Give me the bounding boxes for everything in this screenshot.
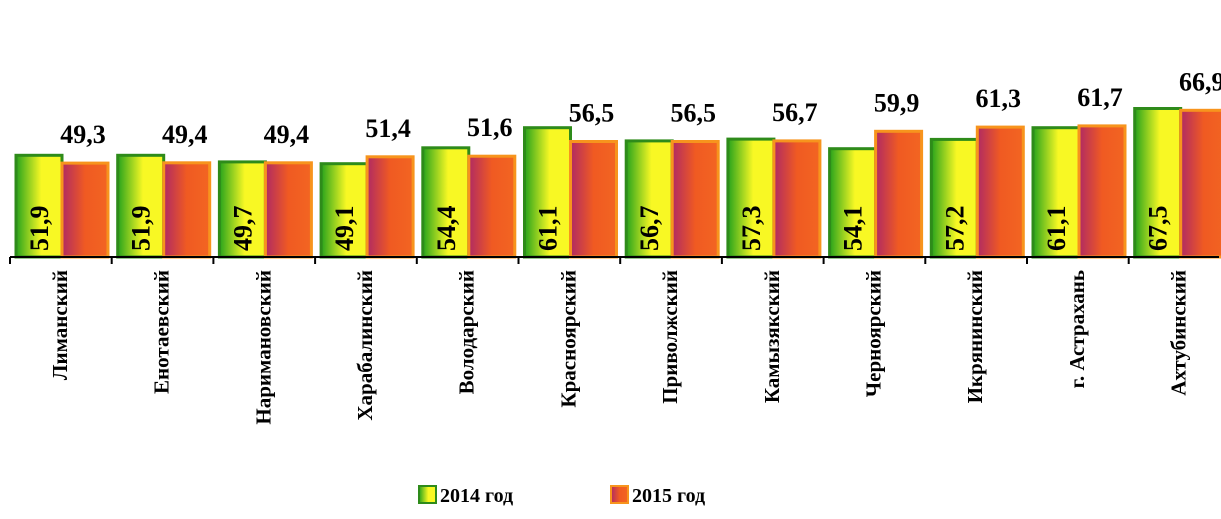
data-label-2014-5: 54,4 (432, 206, 461, 252)
legend-swatch-2015 (610, 485, 629, 504)
bar-2015-3 (263, 161, 313, 259)
data-labels-layer: 51,9 49,3 51,9 49,4 49,7 49,4 49,1 51,4 54,4 51,6… (25, 67, 1221, 251)
bar-2015-4 (365, 155, 415, 259)
category-label-8: Камызякский (760, 270, 784, 403)
data-label-2014-4: 49,1 (330, 206, 359, 252)
category-label-7: Приволжский (658, 270, 682, 404)
data-label-2015-5: 51,6 (467, 113, 513, 142)
category-label-5: Володарский (455, 270, 479, 394)
bar-2015-12 (1179, 108, 1221, 259)
data-label-2015-7: 56,5 (670, 99, 716, 128)
category-label-11: г. Астрахань (1065, 270, 1089, 388)
bar-2015-6 (569, 140, 618, 259)
data-label-2014-9: 54,1 (839, 206, 868, 252)
category-label-6: Красноярский (556, 270, 580, 408)
bar-2015-1 (60, 161, 110, 259)
category-label-3: Наримановский (251, 270, 275, 425)
category-label-2: Енотаевский (150, 270, 174, 394)
data-label-2015-10: 61,3 (976, 84, 1022, 113)
data-label-2014-11: 61,1 (1042, 206, 1071, 252)
legend-label-2014: 2014 год (440, 485, 513, 507)
data-label-2015-2: 49,4 (162, 120, 208, 149)
data-label-2015-9: 59,9 (874, 88, 920, 117)
data-label-2015-11: 61,7 (1077, 83, 1123, 112)
data-label-2015-1: 49,3 (60, 120, 106, 149)
data-label-2014-7: 56,7 (635, 206, 664, 252)
category-label-9: Черноярский (861, 270, 885, 397)
legend: 2014 год 2015 год (418, 485, 705, 507)
bar-2015-8 (772, 139, 822, 259)
category-label-4: Харабалинский (353, 270, 377, 421)
category-label-10: Икрянинский (963, 270, 987, 403)
data-label-2015-12: 66,9 (1179, 67, 1221, 96)
category-labels-layer: Лиманский Енотаевский Наримановский Харабал… (48, 270, 1191, 425)
bar-2015-5 (467, 154, 517, 259)
bar-2014-10 (929, 137, 979, 259)
data-label-2014-12: 67,5 (1144, 206, 1173, 252)
data-label-2014-10: 57,2 (940, 206, 969, 252)
bars-layer (14, 107, 1221, 259)
bar-2014-9 (828, 147, 878, 259)
data-label-2015-6: 56,5 (569, 99, 615, 128)
data-label-2015-3: 49,4 (264, 120, 310, 149)
bar-2014-12 (1133, 107, 1183, 259)
data-label-2014-2: 51,9 (127, 206, 156, 252)
category-label-1: Лиманский (48, 270, 72, 380)
bar-2015-9 (874, 129, 924, 259)
bar-2015-10 (975, 125, 1025, 259)
bar-2015-2 (162, 161, 212, 259)
data-label-2015-8: 56,7 (772, 98, 818, 127)
legend-swatch-2014 (418, 485, 437, 504)
legend-label-2015: 2015 год (632, 485, 705, 507)
bar-2015-11 (1077, 124, 1127, 259)
category-label-12: Ахтубинский (1167, 270, 1191, 396)
bar-2015-7 (670, 140, 720, 259)
legend-item-2015: 2015 год (610, 485, 705, 507)
data-label-2014-6: 61,1 (534, 206, 563, 252)
data-label-2014-1: 51,9 (25, 206, 54, 252)
legend-item-2014: 2014 год (418, 485, 513, 507)
data-label-2015-4: 51,4 (365, 114, 411, 143)
x-axis-ticks (9, 257, 1130, 264)
data-label-2014-3: 49,7 (228, 206, 257, 252)
data-label-2014-8: 57,3 (737, 206, 766, 252)
